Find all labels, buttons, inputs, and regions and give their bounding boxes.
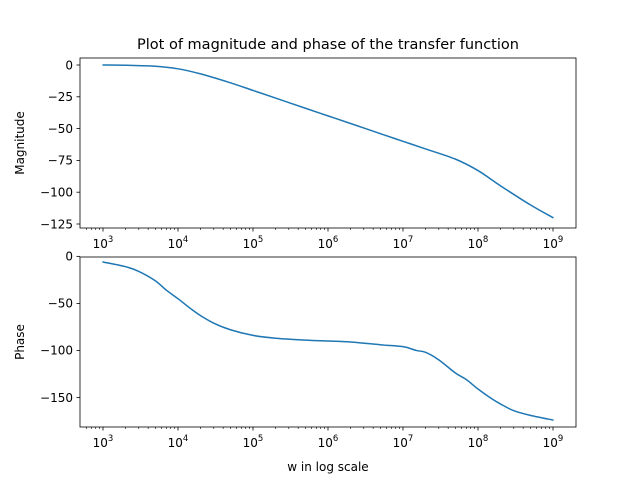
phase-minor-ticks [86, 427, 550, 429]
magnitude-series-line [102, 64, 554, 219]
magnitude-y-tick-label-3: −75 [48, 154, 73, 168]
magnitude-y-tick-label-5: −125 [40, 217, 73, 231]
magnitude-subplot: 103 104 105 106 107 108 109 0 −25 −50 −75 −100 −125 M… [13, 57, 577, 251]
phase-y-tick-label-2: −100 [40, 344, 73, 358]
phase-y-axis-label: Phase [13, 324, 27, 360]
magnitude-y-axis-label: Magnitude [13, 111, 27, 175]
magnitude-x-tick-label-4: 107 [393, 235, 414, 251]
magnitude-x-tick-label-2: 105 [243, 235, 264, 251]
phase-series-line [102, 261, 554, 421]
magnitude-x-tick-label-6: 109 [543, 235, 564, 251]
phase-y-tick-label-3: −150 [40, 391, 73, 405]
chart-title: Plot of magnitude and phase of the trans… [137, 37, 519, 53]
phase-x-tick-label-6: 109 [543, 434, 564, 450]
phase-x-tick-label-3: 106 [318, 434, 339, 450]
magnitude-y-tick-label-0: 0 [65, 58, 73, 72]
phase-y-tick-label-1: −50 [48, 297, 73, 311]
magnitude-x-tick-label-1: 104 [168, 235, 189, 251]
phase-x-tick-label-4: 107 [393, 434, 414, 450]
phase-x-tick-label-2: 105 [243, 434, 264, 450]
phase-x-tick-label-1: 104 [168, 434, 189, 450]
magnitude-y-tick-label-1: −25 [48, 90, 73, 104]
magnitude-y-tick-label-2: −50 [48, 122, 73, 136]
phase-y-tick-label-0: 0 [65, 250, 73, 264]
phase-subplot: 103 104 105 106 107 108 109 0 −50 −100 −150 Phase w … [13, 250, 577, 474]
phase-x-tick-label-5: 108 [468, 434, 489, 450]
magnitude-x-tick-label-3: 106 [318, 235, 339, 251]
magnitude-y-tick-label-4: −100 [40, 186, 73, 200]
magnitude-x-tick-label-0: 103 [93, 235, 114, 251]
magnitude-x-tick-label-5: 108 [468, 235, 489, 251]
magnitude-minor-ticks [86, 228, 550, 230]
phase-x-tick-label-0: 103 [93, 434, 114, 450]
x-axis-label: w in log scale [287, 460, 368, 474]
